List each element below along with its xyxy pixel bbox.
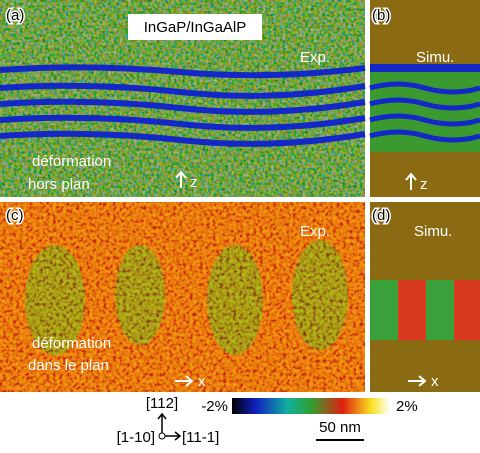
caption-line: déformation [32,153,111,170]
panel-label: (b) [372,7,390,24]
caption-line: hors plan [28,176,90,193]
axis-arrow [175,170,187,188]
panel-label: (c) [6,207,24,224]
strain-stripe [370,64,480,72]
strain-bands [370,280,480,340]
axis-label: x [198,373,206,390]
panel-tag: Simu. [416,49,454,66]
strain-stripes [0,64,366,147]
panel-label: (d) [372,207,390,224]
title-box [128,14,262,40]
strain-stripes [369,81,480,143]
orientation-right: [11-1] [182,429,219,446]
panel-tag: Simu. [414,223,452,240]
orientation-up: [112] [146,395,178,412]
orientation-left: [1-10] [117,429,155,446]
axis-label: x [431,373,439,390]
panel-title: InGaP/InGaAlP [144,19,247,36]
axis-arrow [408,375,427,387]
orientation-origin [158,432,166,440]
colorbar [232,398,390,414]
map-noise [0,202,365,392]
axis-arrow [175,375,194,387]
panel-d: (d) Simu. x [370,202,480,392]
panel-tag: Exp. [300,49,330,66]
panel-label: (a) [6,7,24,24]
panel-a: InGaP/InGaAlP (a) Exp. déformation hors … [0,0,366,197]
panel-b: (b) Simu. z [369,0,480,197]
caption-line: déformation [32,335,111,352]
panel-c: (c) Exp. déformation dans le plan x [0,202,365,392]
panel-tag: Exp. [300,223,330,240]
orientation-arrows [157,412,182,441]
axis-label: z [190,174,198,191]
caption-line: dans le plan [28,357,109,374]
colorbar-min: -2% [201,398,228,415]
axis-label: z [420,176,428,193]
legend: [112] [1-10] [11-1] -2% 2% 50 nm [117,395,418,446]
axis-arrow [405,172,417,190]
colorbar-max: 2% [396,398,418,415]
scale-bar-label: 50 nm [319,419,361,436]
